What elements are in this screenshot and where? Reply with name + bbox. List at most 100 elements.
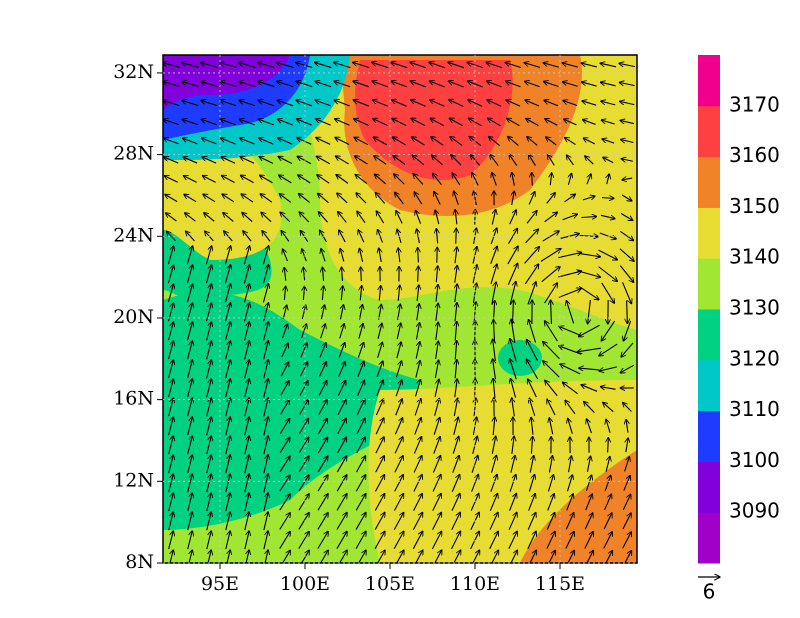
wind-arrow [372, 62, 389, 69]
wind-arrow [430, 100, 445, 107]
wind-arrow [507, 246, 518, 265]
wind-arrow [335, 156, 349, 165]
wind-arrow [608, 438, 609, 453]
wind-arrow [551, 300, 552, 325]
wind-arrow [413, 474, 422, 492]
wind-arrow [512, 191, 515, 206]
wind-arrow [242, 212, 253, 222]
wind-arrow [546, 531, 555, 549]
wind-arrow [341, 286, 342, 301]
wind-arrow [277, 100, 294, 107]
wind-arrow [298, 437, 308, 454]
wind-arrow [318, 381, 327, 396]
wind-arrow [244, 398, 250, 417]
wind-arrow [434, 379, 439, 397]
wind-arrow [449, 118, 464, 127]
wind-arrow [598, 266, 618, 282]
y-tick-label: 8N [125, 551, 154, 573]
wind-arrow [508, 531, 517, 550]
wind-arrow [433, 173, 442, 186]
wind-arrow [398, 304, 401, 321]
wind-arrow [377, 342, 383, 359]
wind-arrow [374, 531, 385, 550]
wind-arrow [355, 494, 366, 511]
wind-arrow [429, 81, 445, 88]
wind-arrow [244, 379, 250, 398]
wind-arrow [622, 513, 631, 530]
wind-arrow [297, 156, 312, 165]
wind-arrow [391, 81, 408, 88]
wind-arrow [578, 324, 600, 336]
wind-arrow [240, 138, 255, 145]
wind-arrow [509, 474, 516, 492]
wind-arrow [225, 322, 231, 341]
wind-arrow [277, 63, 294, 69]
wind-arrow [374, 512, 385, 530]
reference-vector: 6 [698, 577, 720, 604]
wind-arrow [182, 138, 198, 145]
wind-arrow [338, 343, 345, 358]
wind-arrow [263, 417, 268, 436]
wind-arrow [374, 494, 384, 511]
wind-arrow [525, 81, 540, 88]
wind-arrow [527, 137, 538, 146]
wind-arrow [542, 231, 560, 242]
wind-arrow [577, 270, 600, 277]
wind-arrow [187, 417, 193, 436]
wind-arrow [220, 82, 237, 88]
wind-arrow [375, 193, 386, 204]
wind-arrow [472, 265, 477, 284]
wind-arrow [224, 265, 230, 284]
wind-arrow [547, 399, 556, 416]
wind-arrow [436, 266, 437, 283]
wind-arrow [167, 322, 173, 341]
wind-arrow [583, 138, 596, 145]
wind-arrow [599, 343, 618, 356]
wind-arrow [620, 120, 635, 123]
wind-arrow [219, 63, 237, 68]
wind-arrow [451, 531, 461, 550]
wind-arrow [543, 361, 560, 378]
wind-arrow [508, 512, 517, 530]
wind-arrow [336, 475, 347, 492]
y-tick-label: 32N [113, 61, 154, 83]
wind-arrow [603, 402, 614, 413]
wind-arrow [414, 379, 421, 397]
wind-arrow [540, 249, 561, 262]
wind-arrow [261, 212, 272, 223]
wind-arrow [524, 247, 540, 264]
wind-arrow [529, 398, 536, 416]
wind-arrow [240, 175, 254, 184]
wind-arrow [182, 100, 199, 107]
wind-arrow [376, 211, 385, 224]
wind-arrow [317, 456, 328, 473]
wind-arrow [224, 303, 230, 322]
wind-arrow [168, 379, 174, 398]
wind-arrow [244, 512, 249, 531]
wind-arrow [202, 157, 217, 164]
wind-arrow [357, 211, 366, 224]
wind-arrow [455, 265, 457, 283]
colorbar-label: 3160 [729, 143, 780, 167]
wind-arrow [244, 493, 249, 512]
wind-arrow [581, 63, 598, 68]
x-tick-label: 110E [450, 573, 500, 595]
wind-arrow [452, 436, 459, 454]
wind-arrow [488, 136, 500, 146]
wind-arrow [548, 456, 552, 473]
wind-arrow [621, 159, 633, 161]
wind-arrow [432, 493, 441, 511]
wind-arrow [566, 155, 574, 166]
wind-arrow [318, 193, 329, 204]
wind-arrow [169, 550, 174, 563]
wind-arrow [451, 493, 460, 511]
wind-arrow [379, 248, 382, 263]
wind-arrow [391, 100, 407, 107]
wind-arrow [357, 380, 365, 397]
wind-arrow [263, 474, 268, 493]
wind-arrow [182, 82, 199, 87]
wind-arrow [531, 417, 533, 435]
wind-arrow [319, 343, 326, 358]
wind-arrow [544, 82, 559, 87]
wind-arrow [433, 417, 440, 435]
